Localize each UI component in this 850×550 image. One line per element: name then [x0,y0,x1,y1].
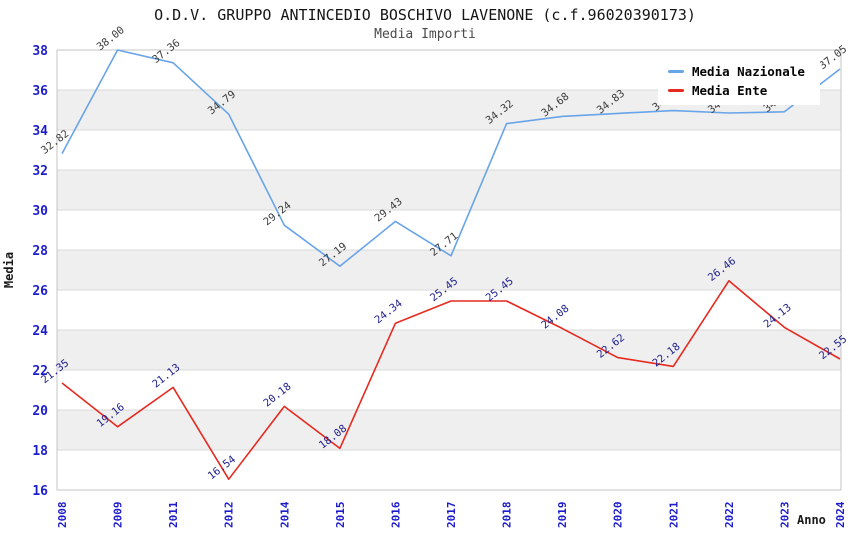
x-tick-label: 2009 [112,502,125,529]
chart-subtitle: Media Importi [374,27,476,42]
y-tick-label: 18 [32,444,48,459]
y-tick-label: 16 [32,484,48,499]
series-line-media-ente [61,279,841,481]
chart-title: O.D.V. GRUPPO ANTINCEDIO BOSCHIVO LAVENO… [154,6,696,24]
x-tick-label: 2011 [167,501,180,528]
x-tick-label: 2018 [501,502,514,529]
plot-band [57,130,841,170]
y-tick-label: 28 [32,244,48,259]
y-tick-label: 38 [32,44,48,59]
x-tick-label: 2020 [612,502,625,529]
legend-item-media-ente: Media Ente [668,81,820,100]
x-tick-label: 2022 [723,502,736,529]
x-tick-label: 2014 [278,501,291,528]
plot-band [57,370,841,410]
line-swatch-blue-icon [668,70,684,73]
x-tick-label: 2021 [667,501,680,528]
plot-band [57,290,841,330]
plot-band [57,250,841,290]
plot-band [57,330,841,370]
y-tick-label: 20 [32,404,48,419]
x-tick-label: 2019 [556,502,569,529]
x-tick-label: 2023 [778,502,791,529]
y-tick-label: 22 [32,364,48,379]
series-line-media-nazionale [61,49,841,268]
plot-band [57,450,841,490]
plot-band [57,210,841,250]
x-tick-label: 2016 [389,501,402,528]
x-tick-label: 2015 [334,502,347,529]
plot-band [57,410,841,450]
legend-item-media-nazionale: Media Nazionale [668,62,820,81]
y-tick-label: 36 [32,84,48,99]
x-tick-label: 2012 [223,502,236,529]
y-tick-label: 32 [32,164,48,179]
x-tick-label: 2017 [445,502,458,529]
y-tick-label: 34 [32,124,48,139]
x-axis-title: Anno [797,513,826,527]
line-swatch-red-icon [668,89,684,92]
x-tick-label: 2024 [834,501,847,528]
y-tick-label: 26 [32,284,48,299]
point-label: 38.00 [95,24,127,53]
y-tick-label: 24 [32,324,48,339]
y-tick-label: 30 [32,204,48,219]
x-tick-label: 2008 [56,502,69,529]
plot-band [57,170,841,210]
plot-border [56,49,842,491]
legend: Media Nazionale Media Ente [658,57,820,105]
legend-label: Media Nazionale [692,64,805,79]
legend-label: Media Ente [692,83,768,98]
